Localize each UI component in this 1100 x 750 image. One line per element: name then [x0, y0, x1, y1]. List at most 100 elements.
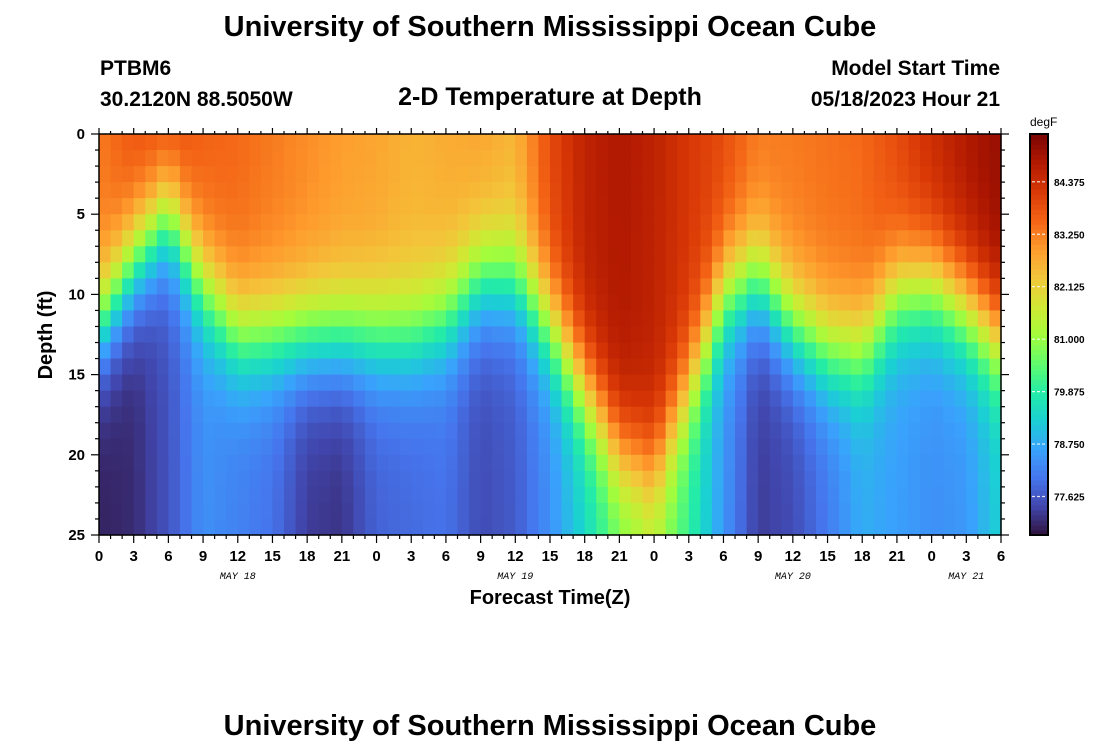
heatmap-cell	[758, 454, 771, 472]
heatmap-cell	[341, 198, 355, 215]
heatmap-cell	[735, 150, 748, 167]
heatmap-cell	[364, 358, 378, 376]
heatmap-cell	[445, 294, 459, 312]
heatmap-cell	[445, 470, 459, 488]
heatmap-cell	[908, 470, 921, 488]
heatmap-cell	[954, 262, 967, 279]
heatmap-cell	[457, 502, 470, 520]
heatmap-cell	[237, 374, 250, 392]
heatmap-cell	[492, 214, 505, 231]
heatmap-cell	[896, 342, 910, 360]
heatmap-cell	[445, 198, 459, 215]
heatmap-cell	[457, 198, 470, 215]
heatmap-cell	[723, 454, 736, 472]
heatmap-cell	[295, 134, 308, 151]
heatmap-cell	[445, 374, 459, 392]
heatmap-cell	[630, 438, 644, 456]
heatmap-cell	[503, 358, 516, 376]
heatmap-cell	[260, 166, 274, 183]
heatmap-cell	[341, 342, 355, 360]
heatmap-cell	[145, 486, 158, 504]
heatmap-cell	[503, 406, 516, 424]
heatmap-cell	[469, 390, 482, 408]
heatmap-cell	[573, 454, 586, 472]
heatmap-cell	[769, 214, 782, 231]
heatmap-cell	[654, 150, 667, 167]
heatmap-cell	[214, 486, 227, 504]
heatmap-cell	[99, 406, 112, 424]
heatmap-cell	[526, 518, 540, 536]
heatmap-cell	[422, 310, 435, 328]
heatmap-cell	[977, 198, 991, 215]
heatmap-cell	[318, 406, 331, 424]
heatmap-cell	[411, 246, 424, 263]
heatmap-cell	[584, 182, 597, 199]
heatmap-cell	[665, 422, 678, 440]
heatmap-cell	[839, 150, 852, 167]
heatmap-cell	[191, 374, 204, 392]
heatmap-cell	[781, 166, 794, 183]
heatmap-cell	[584, 454, 597, 472]
heatmap-cell	[862, 278, 875, 295]
heatmap-cell	[873, 454, 886, 472]
heatmap-cell	[954, 470, 967, 488]
heatmap-cell	[700, 246, 713, 263]
heatmap-cell	[561, 486, 574, 504]
heatmap-cell	[573, 182, 586, 199]
heatmap-cell	[850, 486, 863, 504]
heatmap-cell	[480, 278, 493, 295]
heatmap-cell	[399, 166, 412, 183]
heatmap-cell	[943, 422, 956, 440]
heatmap-cell	[330, 518, 343, 536]
heatmap-cell	[226, 262, 239, 279]
colorbar-segment	[1030, 469, 1048, 476]
heatmap-cell	[758, 134, 771, 151]
heatmap-cell	[145, 406, 158, 424]
heatmap-cell	[584, 214, 597, 231]
heatmap-cell	[654, 406, 667, 424]
heatmap-cell	[954, 310, 967, 328]
heatmap-cell	[99, 486, 112, 504]
heatmap-cell	[966, 374, 979, 392]
heatmap-cell	[133, 166, 146, 183]
heatmap-cell	[353, 374, 366, 392]
heatmap-cell	[665, 358, 678, 376]
colorbar-segment	[1030, 214, 1048, 220]
heatmap-cell	[885, 310, 898, 328]
heatmap-cell	[99, 454, 112, 472]
heatmap-cell	[145, 214, 158, 231]
heatmap-cell	[457, 294, 470, 312]
heatmap-cell	[434, 134, 447, 151]
heatmap-cell	[630, 310, 644, 328]
heatmap-cell	[364, 374, 378, 392]
heatmap-cell	[920, 486, 933, 504]
heatmap-cell	[781, 422, 794, 440]
heatmap-cell	[492, 358, 505, 376]
colorbar-segment	[1030, 169, 1048, 175]
heatmap-cell	[977, 454, 991, 472]
heatmap-cell	[307, 374, 320, 392]
colorbar-segment	[1030, 409, 1048, 416]
heatmap-cell	[584, 166, 597, 183]
heatmap-cell	[249, 390, 262, 408]
heatmap-cell	[480, 406, 493, 424]
heatmap-cell	[665, 454, 678, 472]
heatmap-cell	[966, 150, 979, 167]
heatmap-cell	[353, 358, 366, 376]
heatmap-cell	[122, 502, 135, 520]
heatmap-cell	[688, 438, 701, 456]
heatmap-cell	[526, 454, 540, 472]
heatmap-cell	[457, 374, 470, 392]
heatmap-cell	[596, 470, 609, 488]
heatmap-cell	[156, 326, 169, 344]
x-tick-label: 21	[889, 548, 906, 565]
y-tick-label: 5	[77, 206, 85, 223]
heatmap-cell	[850, 294, 863, 312]
heatmap-cell	[862, 262, 875, 279]
heatmap-cell	[526, 230, 540, 247]
heatmap-cell	[122, 134, 135, 151]
heatmap-cell	[723, 326, 736, 344]
heatmap-cell	[411, 214, 424, 231]
heatmap-cell	[226, 182, 239, 199]
heatmap-cell	[445, 406, 459, 424]
